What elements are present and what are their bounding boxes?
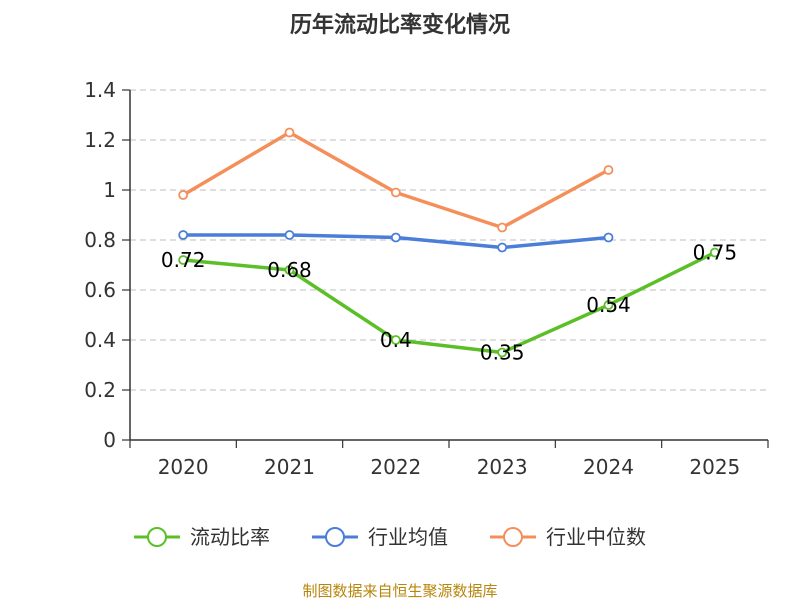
- data-point: [390, 335, 401, 345]
- y-tick-label: 1.4: [84, 78, 116, 102]
- data-point: [603, 300, 614, 310]
- data-point: [390, 187, 401, 198]
- data-point: [709, 247, 720, 258]
- y-tick-label: 0: [103, 428, 116, 452]
- x-tick-label: 2021: [264, 455, 315, 479]
- data-point: [178, 230, 189, 240]
- data-label: 0.72: [161, 248, 206, 272]
- chart-title: 历年流动比率变化情况: [290, 12, 510, 38]
- y-tick-label: 1.2: [84, 128, 116, 152]
- data-point: [284, 230, 295, 240]
- data-label: 0.35: [480, 341, 525, 365]
- data-label: 0.68: [267, 258, 312, 282]
- data-point: [390, 232, 401, 243]
- x-tick-label: 2020: [158, 455, 209, 479]
- x-tick-label: 2023: [477, 455, 528, 479]
- x-tick-label: 2022: [370, 455, 421, 479]
- data-point: [497, 242, 508, 253]
- source-note: 制图数据来自恒生聚源数据库: [302, 582, 497, 600]
- grid-lines: [130, 89, 768, 391]
- series-line-0: [183, 250, 716, 355]
- axes: 0 0.2 0.4 0.6 0.8 1 1.2 1.4 2020 2021 2022 2023 2024…: [84, 78, 769, 479]
- legend-marker: [325, 527, 345, 547]
- data-point: [178, 190, 189, 200]
- legend-marker: [503, 527, 523, 547]
- data-point: [603, 232, 614, 243]
- legend-marker: [147, 527, 167, 547]
- data-point: [284, 265, 295, 275]
- data-point: [497, 222, 508, 233]
- series-group: [178, 127, 720, 358]
- series-line-2: [182, 130, 610, 230]
- y-tick-label: 0.4: [84, 328, 116, 352]
- y-tick-label: 0.6: [84, 278, 116, 302]
- y-tick-label: 0.2: [84, 378, 116, 402]
- x-tick-label: 2024: [583, 455, 634, 479]
- data-labels: 0.72 0.68 0.4 0.35 0.54 0.75: [161, 241, 737, 365]
- data-label: 0.4: [380, 328, 412, 352]
- data-point: [284, 127, 295, 138]
- data-label: 0.54: [586, 293, 631, 317]
- data-point: [497, 347, 508, 358]
- y-tick-label: 1: [103, 178, 116, 202]
- data-label: 0.75: [693, 241, 738, 265]
- data-point: [603, 165, 614, 175]
- data-point: [178, 255, 189, 265]
- legend-label: 行业中位数: [546, 525, 646, 549]
- x-tick-label: 2025: [689, 455, 740, 479]
- legend-label: 流动比率: [190, 525, 270, 549]
- legend-label: 行业均值: [368, 525, 448, 549]
- legend: 流动比率 行业均值 行业中位数: [134, 525, 646, 549]
- y-tick-label: 0.8: [84, 228, 116, 252]
